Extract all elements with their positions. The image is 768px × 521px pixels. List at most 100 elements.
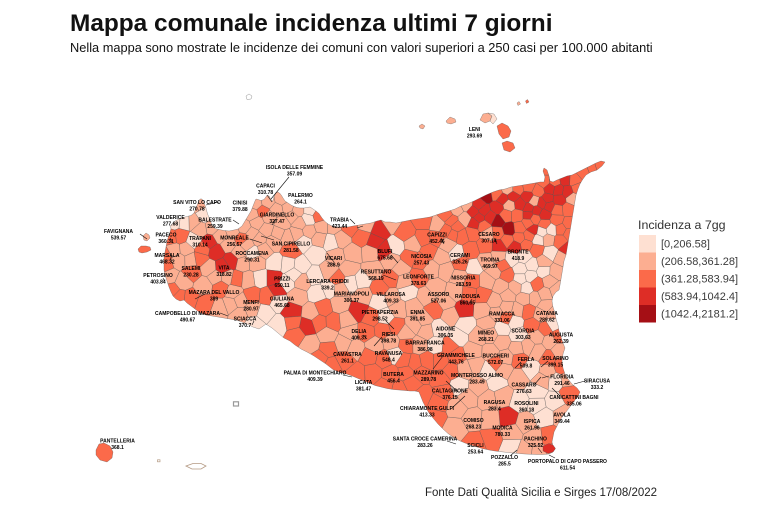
svg-text:RAVANUSA: RAVANUSA — [375, 351, 403, 357]
svg-text:MONTEROSSO ALMO: MONTEROSSO ALMO — [451, 373, 503, 379]
svg-text:452.46: 452.46 — [429, 239, 445, 245]
svg-text:RAGUSA: RAGUSA — [484, 400, 506, 406]
svg-text:TROINA: TROINA — [480, 258, 500, 264]
svg-text:ROSOLINI: ROSOLINI — [514, 401, 539, 407]
svg-text:468.32: 468.32 — [159, 259, 175, 265]
svg-text:527.06: 527.06 — [431, 298, 447, 304]
svg-text:VITA: VITA — [218, 266, 229, 272]
svg-text:VICARI: VICARI — [325, 256, 343, 262]
svg-text:CESARO: CESARO — [478, 232, 500, 238]
svg-text:403.84: 403.84 — [150, 279, 166, 285]
svg-text:BARRAFRANCA: BARRAFRANCA — [405, 341, 445, 347]
svg-text:(583.94,1042.4]: (583.94,1042.4] — [661, 291, 738, 303]
svg-text:456.4: 456.4 — [387, 378, 400, 384]
svg-text:CAPACI: CAPACI — [256, 184, 275, 190]
svg-text:[0,206.58]: [0,206.58] — [661, 239, 710, 251]
svg-text:FAVIGNANA: FAVIGNANA — [104, 229, 133, 235]
svg-text:MARSALA: MARSALA — [155, 253, 180, 259]
svg-text:LERCARA FRIDDI: LERCARA FRIDDI — [306, 279, 349, 285]
svg-text:469.97: 469.97 — [482, 264, 498, 270]
svg-text:423.44: 423.44 — [332, 224, 348, 230]
svg-text:ISPICA: ISPICA — [524, 419, 541, 425]
svg-text:GRAMMICHELE: GRAMMICHELE — [437, 353, 475, 359]
svg-text:349.44: 349.44 — [554, 419, 570, 425]
svg-text:289.62: 289.62 — [539, 317, 555, 323]
svg-text:378.63: 378.63 — [411, 281, 427, 287]
svg-text:391.85: 391.85 — [410, 316, 426, 322]
svg-text:283.4: 283.4 — [488, 406, 501, 412]
svg-text:303.63: 303.63 — [515, 335, 531, 341]
svg-text:RADDUSA: RADDUSA — [455, 294, 480, 300]
svg-text:572.07: 572.07 — [488, 360, 504, 366]
svg-text:CAMPOBELLO DI MAZARA: CAMPOBELLO DI MAZARA — [155, 311, 220, 317]
svg-text:SCICLI: SCICLI — [467, 443, 484, 449]
svg-text:AVOLA: AVOLA — [553, 413, 571, 419]
svg-text:SANTA CROCE CAMERINA: SANTA CROCE CAMERINA — [393, 437, 458, 443]
svg-text:327.47: 327.47 — [269, 219, 285, 225]
svg-text:CHIARAMONTE GULFI: CHIARAMONTE GULFI — [400, 406, 454, 412]
svg-text:283.26: 283.26 — [417, 443, 433, 449]
svg-text:CALTAGIRONE: CALTAGIRONE — [432, 389, 469, 395]
svg-text:ASSORO: ASSORO — [428, 292, 450, 298]
svg-text:PETROSINO: PETROSINO — [143, 273, 173, 279]
svg-text:253.64: 253.64 — [468, 449, 484, 455]
svg-text:CANICATTINI BAGNI: CANICATTINI BAGNI — [549, 395, 599, 401]
svg-text:675.68: 675.68 — [377, 255, 393, 261]
svg-text:335.06: 335.06 — [566, 401, 582, 407]
svg-text:357.09: 357.09 — [287, 171, 303, 177]
svg-text:490.67: 490.67 — [180, 317, 196, 323]
svg-text:306.35: 306.35 — [438, 333, 454, 339]
svg-text:AIDONE: AIDONE — [436, 327, 456, 333]
svg-text:539.57: 539.57 — [111, 235, 127, 241]
svg-text:399.15: 399.15 — [548, 362, 564, 368]
svg-text:264.1: 264.1 — [294, 199, 307, 205]
svg-text:RESUTTANO: RESUTTANO — [361, 270, 392, 276]
svg-text:(206.58,361.28]: (206.58,361.28] — [661, 256, 738, 268]
svg-text:310.78: 310.78 — [258, 190, 274, 196]
svg-text:376.15: 376.15 — [442, 395, 458, 401]
svg-text:611.54: 611.54 — [560, 465, 575, 471]
svg-text:TRAPANI: TRAPANI — [189, 236, 211, 242]
svg-text:333.2: 333.2 — [591, 385, 604, 391]
svg-text:256.57: 256.57 — [227, 242, 243, 248]
svg-text:SIRACUSA: SIRACUSA — [584, 379, 611, 385]
svg-text:MAZARA DEL VALLO: MAZARA DEL VALLO — [189, 290, 240, 296]
svg-text:280.97: 280.97 — [243, 306, 259, 312]
svg-text:GIARDINELLO: GIARDINELLO — [260, 213, 295, 219]
svg-text:BLUFI: BLUFI — [378, 249, 393, 255]
svg-text:PACHINO: PACHINO — [524, 437, 547, 443]
svg-text:860.95: 860.95 — [460, 300, 476, 306]
svg-text:BRONTE: BRONTE — [507, 250, 529, 256]
svg-text:TRABIA: TRABIA — [330, 218, 349, 224]
svg-text:SOLARINO: SOLARINO — [542, 356, 569, 362]
svg-text:261.96: 261.96 — [524, 425, 540, 431]
svg-text:283.49: 283.49 — [469, 379, 485, 385]
svg-text:CAMASTRA: CAMASTRA — [333, 352, 362, 358]
svg-text:318.82: 318.82 — [216, 272, 232, 278]
svg-text:291.46: 291.46 — [554, 381, 570, 387]
svg-text:360.18: 360.18 — [519, 407, 535, 413]
svg-text:331.06: 331.06 — [494, 318, 510, 324]
svg-text:BUTERA: BUTERA — [383, 372, 404, 378]
svg-text:SAN CIPIRELLO: SAN CIPIRELLO — [272, 242, 311, 248]
svg-text:290.31: 290.31 — [244, 257, 260, 263]
svg-text:281.58: 281.58 — [283, 248, 299, 254]
svg-text:SALEMI: SALEMI — [182, 266, 202, 272]
svg-text:MENFI: MENFI — [243, 300, 259, 306]
svg-text:Incidenza a 7gg: Incidenza a 7gg — [638, 218, 726, 232]
svg-text:CAPIZZI: CAPIZZI — [427, 233, 447, 239]
svg-text:FLORIDIA: FLORIDIA — [550, 375, 574, 381]
svg-text:326.26: 326.26 — [452, 259, 468, 265]
svg-text:259.39: 259.39 — [207, 224, 223, 230]
svg-text:307.14: 307.14 — [481, 238, 497, 244]
svg-text:283.59: 283.59 — [456, 282, 472, 288]
svg-text:NICOSIA: NICOSIA — [411, 254, 432, 260]
svg-text:RAMACCA: RAMACCA — [489, 312, 515, 318]
svg-text:261.1: 261.1 — [341, 358, 354, 364]
svg-text:CATANIA: CATANIA — [536, 311, 558, 317]
svg-text:MONREALE: MONREALE — [220, 236, 249, 242]
svg-text:(361.28,583.94]: (361.28,583.94] — [661, 274, 738, 286]
svg-text:MAZZARINO: MAZZARINO — [414, 371, 444, 377]
svg-text:COMISO: COMISO — [463, 418, 483, 424]
svg-text:ROCCAMENA: ROCCAMENA — [235, 251, 268, 257]
